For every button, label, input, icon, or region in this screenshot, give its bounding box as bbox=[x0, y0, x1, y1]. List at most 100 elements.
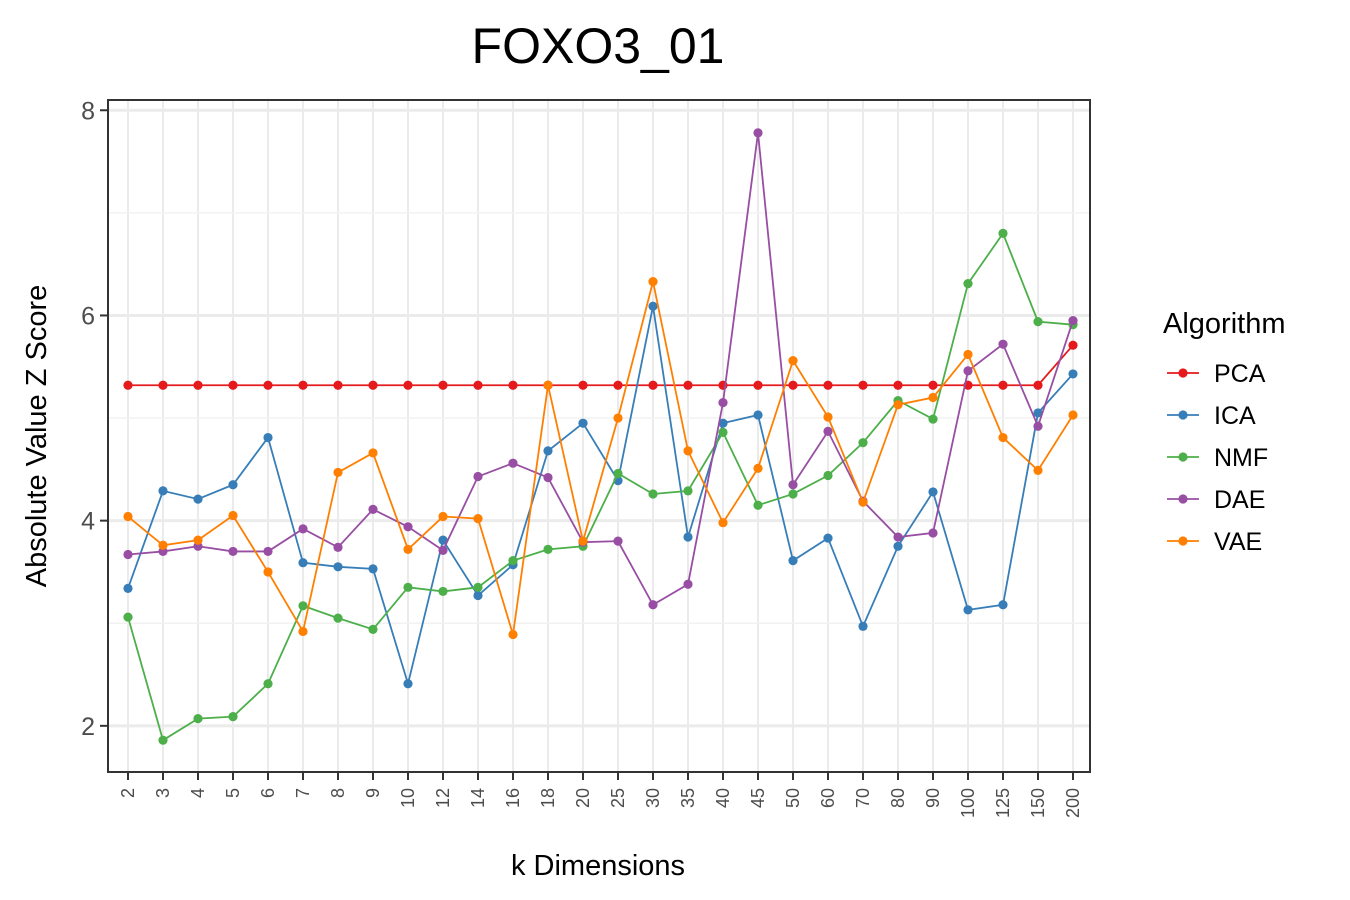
x-tick-label: 60 bbox=[818, 788, 838, 808]
data-point bbox=[1068, 340, 1078, 350]
data-point bbox=[928, 487, 938, 497]
data-point bbox=[543, 472, 553, 483]
data-point bbox=[403, 582, 413, 592]
x-tick-label: 16 bbox=[503, 788, 523, 808]
data-point bbox=[298, 524, 308, 534]
data-point bbox=[788, 489, 798, 499]
data-point bbox=[718, 427, 728, 438]
data-point bbox=[1033, 317, 1043, 327]
data-point bbox=[718, 418, 728, 428]
x-tick-label: 150 bbox=[1028, 788, 1048, 818]
data-point bbox=[823, 470, 833, 481]
data-point bbox=[648, 301, 658, 311]
legend-item-vae: VAE bbox=[1167, 528, 1262, 556]
grid bbox=[108, 100, 1090, 772]
y-tick-label: 6 bbox=[81, 302, 95, 330]
series-ica bbox=[123, 301, 1078, 689]
legend-key-point bbox=[1178, 368, 1188, 378]
data-point bbox=[123, 380, 133, 390]
series-line bbox=[128, 344, 1074, 387]
series-line bbox=[127, 306, 1074, 688]
chart-title: FOXO3_01 bbox=[472, 18, 725, 74]
data-point bbox=[193, 535, 203, 545]
data-point bbox=[928, 392, 938, 403]
x-tick-label: 20 bbox=[573, 788, 593, 808]
data-point bbox=[683, 532, 693, 542]
legend-key-point bbox=[1178, 452, 1188, 462]
data-point bbox=[473, 590, 483, 601]
x-tick-label: 30 bbox=[643, 788, 663, 808]
data-point bbox=[228, 380, 238, 390]
data-point bbox=[648, 380, 658, 390]
data-point bbox=[368, 564, 378, 574]
data-point bbox=[613, 536, 623, 546]
data-point bbox=[473, 471, 483, 482]
data-point bbox=[508, 380, 518, 390]
data-point bbox=[578, 418, 588, 428]
data-point bbox=[123, 549, 133, 560]
x-tick-label: 18 bbox=[538, 788, 558, 808]
data-point bbox=[473, 582, 483, 592]
legend-label: DAE bbox=[1214, 486, 1265, 514]
data-point bbox=[158, 486, 168, 496]
legend-item-dae: DAE bbox=[1167, 486, 1265, 514]
data-point bbox=[753, 128, 763, 138]
data-point bbox=[368, 504, 378, 514]
y-tick-label: 2 bbox=[81, 713, 95, 741]
series-pca bbox=[123, 340, 1078, 390]
x-tick-label: 12 bbox=[433, 788, 453, 808]
data-point bbox=[333, 380, 343, 390]
x-tick-label: 25 bbox=[608, 788, 628, 808]
data-point bbox=[578, 380, 588, 390]
data-point bbox=[648, 600, 658, 610]
data-point bbox=[1033, 465, 1043, 475]
x-tick-label: 45 bbox=[748, 788, 768, 808]
series-dae bbox=[123, 128, 1078, 610]
data-point bbox=[438, 545, 448, 555]
data-point bbox=[263, 380, 273, 390]
legend-label: ICA bbox=[1214, 402, 1256, 430]
data-point bbox=[753, 380, 763, 390]
data-point bbox=[368, 624, 378, 634]
data-point bbox=[788, 556, 798, 566]
data-point bbox=[963, 349, 973, 360]
legend-item-nmf: NMF bbox=[1167, 444, 1268, 472]
data-point bbox=[823, 412, 833, 422]
x-tick-label: 50 bbox=[783, 788, 803, 808]
data-point bbox=[158, 380, 168, 390]
data-point bbox=[718, 398, 728, 408]
legend-key-point bbox=[1178, 494, 1188, 504]
data-point bbox=[228, 546, 238, 557]
legend-item-ica: ICA bbox=[1167, 402, 1256, 430]
data-point bbox=[543, 446, 553, 456]
data-point bbox=[228, 480, 238, 490]
y-axis-title: Absolute Value Z Score bbox=[21, 285, 53, 588]
data-point bbox=[718, 518, 728, 528]
x-tick-label: 3 bbox=[153, 788, 173, 798]
data-point bbox=[193, 494, 203, 504]
x-tick-label: 100 bbox=[958, 788, 978, 818]
data-point bbox=[823, 533, 833, 543]
data-point bbox=[403, 522, 413, 532]
data-point bbox=[508, 458, 518, 468]
data-point bbox=[438, 380, 448, 390]
data-point bbox=[823, 380, 833, 390]
data-point bbox=[543, 544, 553, 554]
data-point bbox=[858, 438, 868, 448]
data-point bbox=[928, 380, 938, 390]
data-point bbox=[298, 626, 308, 637]
data-point bbox=[298, 601, 308, 611]
x-tick-label: 90 bbox=[923, 788, 943, 808]
data-point bbox=[263, 432, 273, 443]
data-point bbox=[473, 380, 483, 390]
data-point bbox=[123, 583, 133, 593]
data-point bbox=[333, 467, 343, 478]
data-point bbox=[858, 497, 868, 507]
legend-label: NMF bbox=[1214, 444, 1268, 472]
data-point bbox=[1068, 410, 1078, 420]
data-point bbox=[298, 380, 308, 390]
x-tick-label: 40 bbox=[713, 788, 733, 808]
data-point bbox=[998, 380, 1008, 390]
series-nmf bbox=[123, 228, 1078, 745]
